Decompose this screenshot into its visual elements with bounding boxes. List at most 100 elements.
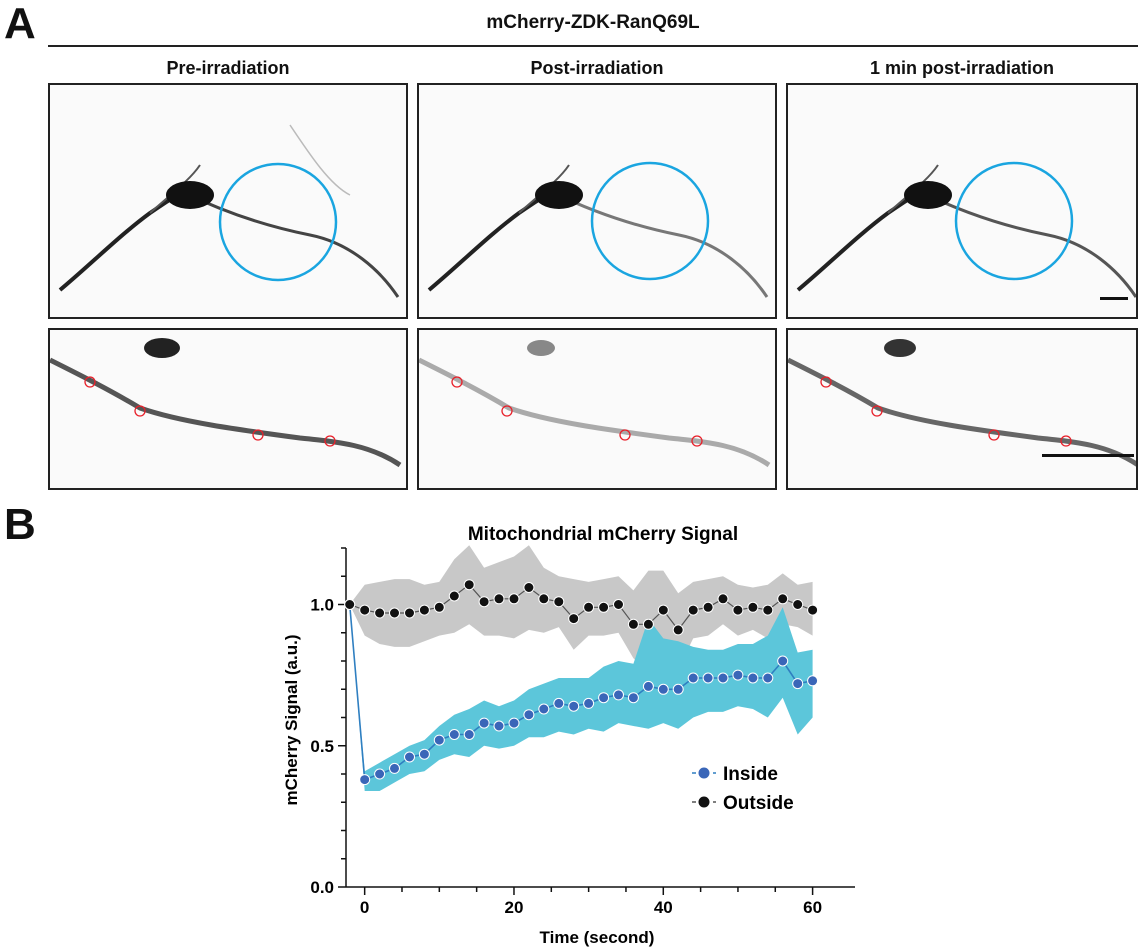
point-inside [374,768,386,780]
point-outside [598,601,610,613]
point-outside [538,593,550,605]
y-axis-label: mCherry Signal (a.u.) [282,635,301,806]
irradiation-circle [590,161,710,281]
point-outside [463,579,475,591]
axes: 0.0 0.5 1.0 0 20 40 60 [310,547,855,917]
cell-body [535,181,583,209]
cell-fragment [527,340,555,356]
roi-circle [252,429,264,441]
point-inside [553,697,565,709]
legend-marker-inside [697,766,711,780]
y-tick-label: 1.0 [310,596,334,615]
roi-circle [988,429,1000,441]
point-outside [508,593,520,605]
roi-circle [451,376,463,388]
confidence-bands [349,545,813,791]
panel-a-letter: A [4,0,36,48]
roi-circle [324,435,336,447]
x-tick-label: 20 [505,898,524,917]
header-rule [48,45,1138,47]
point-inside [538,703,550,715]
point-inside [672,683,684,695]
cell-process [553,191,769,298]
point-inside [418,748,430,760]
point-outside [433,601,445,613]
point-inside [523,709,535,721]
point-outside [493,593,505,605]
point-outside [583,601,595,613]
cell-fragment [144,338,180,358]
point-outside [613,599,624,610]
point-outside [389,607,400,619]
column-label-post: Post-irradiation [530,58,664,78]
point-inside [389,762,400,774]
roi-circle [1060,435,1072,447]
point-inside [732,669,744,681]
point-inside [463,729,475,740]
point-outside [657,604,669,616]
micrograph-1min-overview [786,83,1138,319]
micrograph-pre-zoom [48,328,408,490]
point-inside [762,672,774,684]
point-inside [493,720,505,732]
band-inside [349,604,813,791]
point-inside [583,697,595,709]
roi-circle [820,376,832,388]
point-outside [523,582,535,593]
construct-title: mCherry-ZDK-RanQ69L [486,12,700,33]
point-inside [598,692,610,704]
irradiation-circle [218,162,338,282]
point-outside [374,607,386,619]
point-outside [568,613,580,625]
micrograph-1min-zoom [786,328,1138,490]
cell-process [922,191,1136,298]
mitochondria [419,357,771,468]
point-outside [732,604,744,616]
chart-title: Mitochondrial mCherry Signal [468,524,738,545]
legend-label-inside: Inside [723,764,778,785]
roi-circle [619,429,631,441]
scale-bar [1042,454,1134,457]
point-inside [642,680,654,692]
point-inside [613,689,624,701]
point-outside [404,607,415,619]
roi-circle [691,435,703,447]
micrograph-post-zoom [417,328,777,490]
point-outside [672,624,684,636]
roi-circle [84,376,96,388]
point-outside [359,604,371,616]
point-inside [404,751,415,763]
cell-process [289,124,351,196]
point-outside [747,601,759,613]
scale-bar [1100,297,1128,300]
x-axis-label: Time (second) [540,928,655,947]
point-outside [687,604,699,616]
point-inside [478,717,490,729]
point-inside [792,678,804,690]
cell-fragment [884,339,916,357]
point-outside [717,593,729,605]
roi-circle [871,405,883,417]
irradiation-circle [954,161,1074,281]
point-inside [448,729,460,740]
column-label-pre: Pre-irradiation [166,58,290,78]
mitochondria [50,357,402,468]
point-outside [553,596,565,608]
legend-marker-outside [697,795,711,809]
point-outside [762,604,774,616]
cell-body [904,181,952,209]
point-outside [418,604,430,616]
point-inside [627,692,639,704]
x-tick-label: 60 [803,898,822,917]
cell-process [184,191,400,298]
point-outside [627,618,639,630]
point-inside [747,672,759,684]
x-tick-label: 40 [654,898,673,917]
band-outside [349,545,813,673]
roi-circle [134,405,146,417]
point-inside [702,672,714,684]
point-outside [807,604,819,616]
legend-label-outside: Outside [723,793,794,814]
point-inside [717,672,729,684]
